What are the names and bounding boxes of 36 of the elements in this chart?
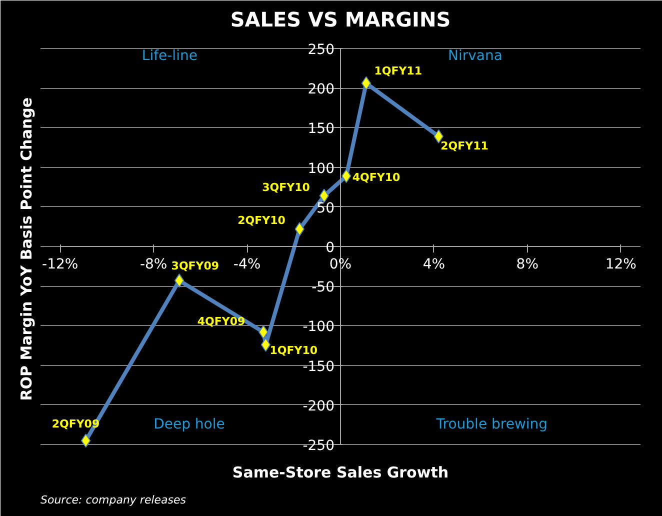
x-tick-label: -8% xyxy=(140,256,168,272)
source-note: Source: company releases xyxy=(40,494,186,506)
x-tick-label: -12% xyxy=(42,256,78,272)
y-tick-label: 50 xyxy=(316,200,335,216)
x-tick-label: 8% xyxy=(516,256,539,272)
x-axis-title: Same-Store Sales Growth xyxy=(232,464,449,482)
x-tick-label: -4% xyxy=(233,256,261,272)
chart-title: SALES VS MARGINS xyxy=(230,8,451,32)
y-tick-label: -50 xyxy=(312,280,335,296)
y-tick-label: 250 xyxy=(308,42,335,58)
y-tick-label: -150 xyxy=(302,358,335,375)
annotation: Deep hole xyxy=(154,416,225,433)
annotation: 2QFY11 xyxy=(440,139,488,152)
point xyxy=(174,274,184,288)
annotation: Trouble brewing xyxy=(435,416,548,433)
annotation: 4QFY10 xyxy=(352,170,400,184)
annotation: Life-line xyxy=(142,48,198,64)
annotation: Nirvana xyxy=(448,48,502,64)
y-tick-label: -250 xyxy=(302,438,335,454)
y-tick-label: 150 xyxy=(308,121,335,138)
x-tick-label: 4% xyxy=(422,256,446,272)
annotation: 1QFY11 xyxy=(374,64,422,78)
annotation: 4QFY09 xyxy=(197,315,246,328)
annotation: 3QFY09 xyxy=(171,260,220,273)
y-tick-label: -100 xyxy=(302,319,335,336)
y-tick-label: 200 xyxy=(308,82,335,98)
y-tick-label: 100 xyxy=(308,160,335,177)
point xyxy=(80,434,91,448)
y-tick-label: -200 xyxy=(302,398,335,414)
x-tick-label: 12% xyxy=(605,256,636,272)
annotation: 3QFY10 xyxy=(262,180,310,194)
annotation: 1QFY10 xyxy=(270,344,318,357)
annotation: 2QFY10 xyxy=(238,214,286,228)
point xyxy=(361,76,372,90)
point xyxy=(260,338,271,352)
y-axis-title: ROP Margin YoY Basis Point Change xyxy=(18,97,36,401)
